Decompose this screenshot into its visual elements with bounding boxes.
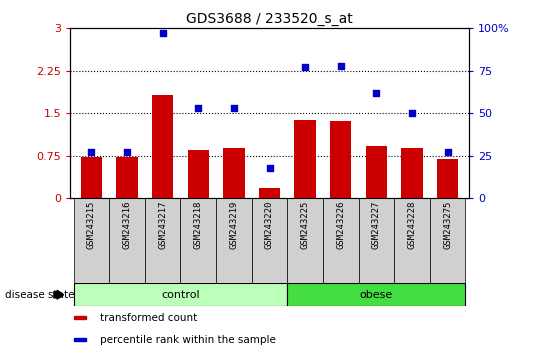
Text: GSM243220: GSM243220 bbox=[265, 201, 274, 249]
Title: GDS3688 / 233520_s_at: GDS3688 / 233520_s_at bbox=[186, 12, 353, 26]
Point bbox=[336, 63, 345, 69]
Text: disease state: disease state bbox=[5, 290, 75, 300]
Point bbox=[372, 90, 381, 96]
Bar bbox=[437, 159, 458, 198]
Bar bbox=[223, 148, 245, 198]
Bar bbox=[116, 158, 138, 198]
Bar bbox=[358, 198, 394, 283]
Point bbox=[123, 149, 132, 155]
Point bbox=[158, 30, 167, 36]
Bar bbox=[74, 316, 86, 319]
Text: GSM243217: GSM243217 bbox=[158, 201, 167, 249]
Text: obese: obese bbox=[360, 290, 393, 300]
Bar bbox=[74, 283, 287, 306]
Text: GSM243219: GSM243219 bbox=[230, 201, 238, 249]
Text: percentile rank within the sample: percentile rank within the sample bbox=[100, 335, 276, 345]
Bar bbox=[430, 198, 465, 283]
Text: GSM243226: GSM243226 bbox=[336, 201, 345, 249]
Bar bbox=[252, 198, 287, 283]
Bar bbox=[365, 146, 387, 198]
Bar bbox=[74, 338, 86, 341]
Point bbox=[230, 105, 238, 111]
Bar bbox=[181, 198, 216, 283]
Text: GSM243215: GSM243215 bbox=[87, 201, 96, 249]
Point bbox=[443, 149, 452, 155]
Text: GSM243228: GSM243228 bbox=[407, 201, 417, 249]
Point bbox=[407, 110, 416, 116]
Bar bbox=[188, 150, 209, 198]
Bar bbox=[109, 198, 145, 283]
Text: GSM243216: GSM243216 bbox=[122, 201, 132, 249]
Point bbox=[194, 105, 203, 111]
Bar bbox=[81, 158, 102, 198]
Text: control: control bbox=[161, 290, 200, 300]
Bar bbox=[323, 198, 358, 283]
Point bbox=[87, 149, 96, 155]
Text: GSM243275: GSM243275 bbox=[443, 201, 452, 249]
Bar bbox=[145, 198, 181, 283]
Text: GSM243218: GSM243218 bbox=[194, 201, 203, 249]
Bar bbox=[259, 188, 280, 198]
Bar bbox=[152, 95, 174, 198]
Bar bbox=[216, 198, 252, 283]
Text: GSM243227: GSM243227 bbox=[372, 201, 381, 249]
Bar bbox=[287, 283, 465, 306]
Bar bbox=[287, 198, 323, 283]
Point bbox=[301, 64, 309, 70]
Text: GSM243225: GSM243225 bbox=[301, 201, 309, 249]
Bar bbox=[74, 198, 109, 283]
Bar bbox=[394, 198, 430, 283]
Bar bbox=[294, 120, 316, 198]
Bar bbox=[330, 121, 351, 198]
Point bbox=[265, 165, 274, 171]
Text: transformed count: transformed count bbox=[100, 313, 197, 323]
Bar bbox=[401, 148, 423, 198]
